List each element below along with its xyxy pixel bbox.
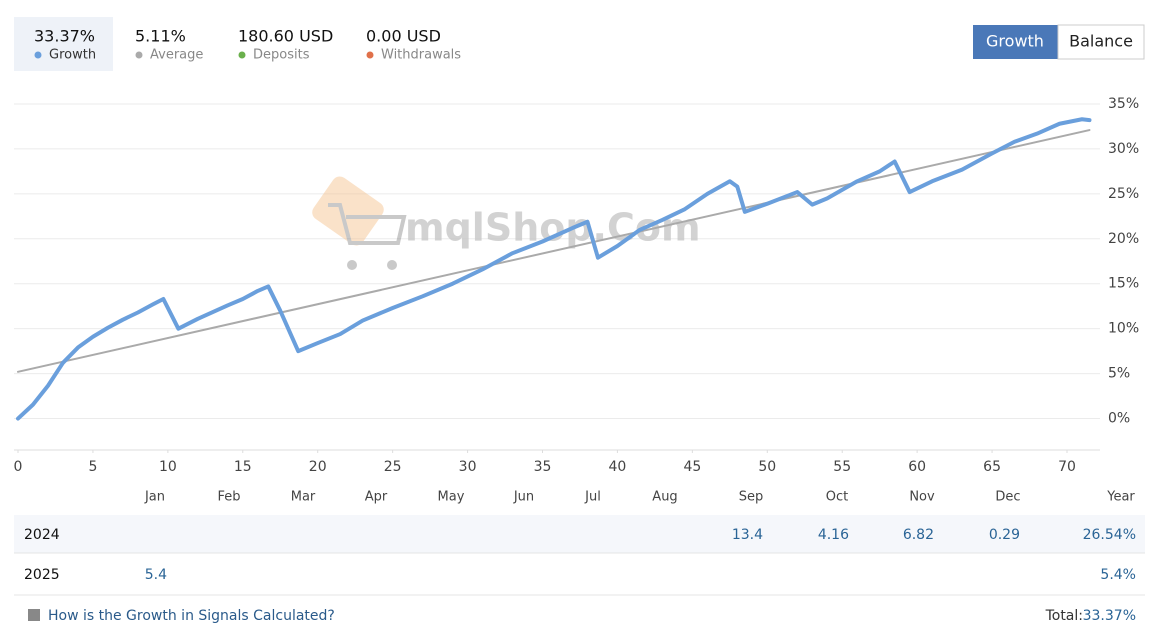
cell-value: 4.16	[818, 527, 849, 543]
growth-button[interactable]	[973, 25, 1058, 59]
stat-dot	[34, 51, 42, 59]
y-tick-label: 5%	[1108, 366, 1130, 382]
x-tick-label: 35	[534, 459, 552, 475]
column-header: May	[438, 490, 465, 505]
active-stat-bg	[14, 17, 113, 71]
column-header: Jun	[513, 490, 534, 505]
y-tick-label: 30%	[1108, 141, 1139, 157]
y-tick-label: 25%	[1108, 186, 1139, 202]
row-year: 2024	[24, 527, 60, 543]
stat-label: Deposits	[253, 48, 310, 63]
x-tick-label: 5	[88, 459, 97, 475]
x-tick-label: 40	[609, 459, 627, 475]
row-year: 2025	[24, 567, 60, 583]
x-tick-label: 60	[908, 459, 926, 475]
balance-button-label[interactable]: Balance	[1069, 32, 1133, 51]
x-tick-label: 50	[758, 459, 776, 475]
y-tick-label: 0%	[1108, 411, 1130, 427]
cell-value: 5.4%	[1100, 567, 1136, 583]
x-tick-label: 70	[1058, 459, 1076, 475]
column-header: Feb	[217, 490, 240, 505]
column-header: Nov	[909, 490, 935, 505]
stat-label: Growth	[49, 48, 96, 63]
stat-value: 33.37%	[34, 27, 95, 46]
cell-value: 6.82	[903, 527, 934, 543]
balance-button[interactable]	[1057, 24, 1145, 60]
y-tick-label: 10%	[1108, 321, 1139, 337]
cell-value: 0.29	[989, 527, 1020, 543]
cell-value: 13.4	[732, 527, 763, 543]
x-tick-label: 55	[833, 459, 851, 475]
x-tick-label: 65	[983, 459, 1001, 475]
column-header: Apr	[365, 490, 388, 505]
stat-value: 5.11%	[135, 27, 186, 46]
x-tick-label: 45	[683, 459, 701, 475]
stat-label: Withdrawals	[381, 48, 461, 63]
column-header: Sep	[739, 490, 764, 505]
help-icon	[28, 609, 40, 621]
column-header: Aug	[652, 490, 677, 505]
watermark: mqlShop.Com	[405, 206, 701, 250]
total-value: 33.37%	[1083, 608, 1136, 624]
column-header: Dec	[995, 490, 1020, 505]
column-header: Jul	[584, 490, 601, 505]
y-tick-label: 15%	[1108, 276, 1139, 292]
help-link[interactable]: How is the Growth in Signals Calculated?	[48, 608, 335, 624]
stat-label: Average	[150, 48, 203, 63]
y-tick-label: 35%	[1108, 96, 1139, 112]
stat-dot	[366, 51, 374, 59]
column-header: Oct	[826, 490, 848, 505]
total-label: Total:	[1045, 608, 1083, 624]
stat-value: 180.60 USD	[238, 27, 333, 46]
cell-value: 26.54%	[1083, 527, 1136, 543]
column-header: Year	[1106, 490, 1135, 505]
watermark-icon	[312, 176, 407, 270]
x-tick-label: 10	[159, 459, 177, 475]
cell-value: 5.4	[145, 567, 167, 583]
series-line	[17, 129, 1091, 373]
stat-dot	[135, 51, 143, 59]
x-tick-label: 15	[234, 459, 252, 475]
stat-dot	[238, 51, 246, 59]
stat-value: 0.00 USD	[366, 27, 441, 46]
growth-button-label[interactable]: Growth	[986, 32, 1044, 51]
x-tick-label: 20	[309, 459, 327, 475]
series-line	[16, 117, 1092, 421]
x-tick-label: 0	[14, 459, 23, 475]
x-tick-label: 30	[459, 459, 477, 475]
column-header: Mar	[291, 490, 316, 505]
column-header: Jan	[144, 490, 165, 505]
row-bg	[14, 515, 1145, 553]
x-tick-label: 25	[384, 459, 402, 475]
y-tick-label: 20%	[1108, 231, 1139, 247]
